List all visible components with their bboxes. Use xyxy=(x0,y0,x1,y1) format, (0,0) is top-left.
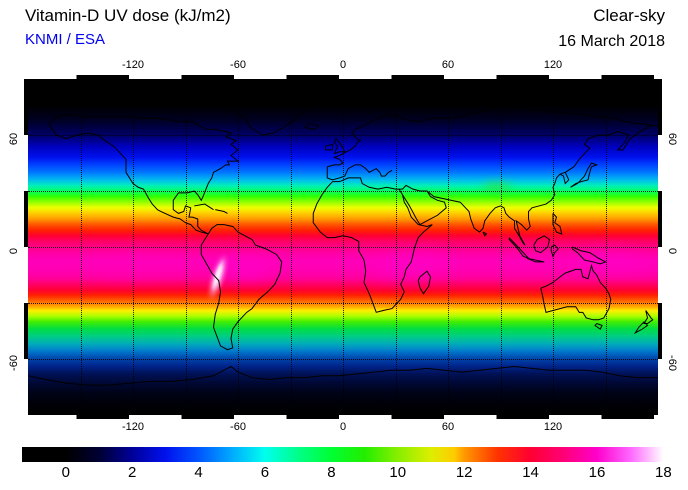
lat-tick-label: -60 xyxy=(8,355,20,371)
coastline-path xyxy=(334,139,345,154)
page-title: Vitamin-D UV dose (kJ/m2) xyxy=(25,6,231,25)
colorbar-tick-label: 4 xyxy=(194,464,203,481)
lat-tick-label: -60 xyxy=(666,355,678,371)
lon-tick-label: -60 xyxy=(230,59,246,71)
coastline-path xyxy=(327,165,392,180)
coastline-path xyxy=(194,204,213,210)
grid-line-horizontal xyxy=(28,135,658,136)
coastline-path xyxy=(595,324,602,330)
colorbar-tick-label: 12 xyxy=(455,464,473,481)
colorbar-tick-label: 2 xyxy=(128,464,137,481)
tibet-green xyxy=(477,179,517,195)
lon-tick-label: 0 xyxy=(339,59,347,71)
lon-tick-label: 60 xyxy=(441,421,455,433)
coastline-path xyxy=(527,258,545,262)
colorbar-tick-label: 16 xyxy=(588,464,606,481)
frame-border-left xyxy=(24,79,28,415)
lon-tick-label: 0 xyxy=(339,421,347,433)
coastline-path xyxy=(327,105,654,167)
lon-tick-label: 60 xyxy=(441,59,455,71)
lon-tick-label: 120 xyxy=(543,421,563,433)
colorbar xyxy=(22,447,666,462)
colorbar-tick-label: 10 xyxy=(389,464,407,481)
grid-line-horizontal xyxy=(28,247,658,248)
coastline-path xyxy=(215,210,227,214)
colorbar-tick-label: 14 xyxy=(522,464,539,481)
coastline-path xyxy=(418,271,430,293)
coastline-path xyxy=(551,245,558,256)
coastline-path xyxy=(305,124,319,130)
sky-condition-label: Clear-sky xyxy=(593,6,665,25)
source-credit: KNMI / ESA xyxy=(25,31,106,48)
coastline-path xyxy=(427,172,569,245)
grid-line-horizontal xyxy=(28,359,658,360)
coastline-path xyxy=(326,144,333,150)
coastline-path xyxy=(483,232,487,236)
coastline-path xyxy=(28,366,658,385)
date-label: 16 March 2018 xyxy=(558,33,665,50)
coastline-path xyxy=(313,178,432,312)
frame-border-top xyxy=(24,75,662,79)
lat-tick-label: 60 xyxy=(666,132,678,146)
header-right-block: Clear-sky 16 March 2018 xyxy=(558,6,665,51)
graticule-layer xyxy=(28,79,658,415)
frame-border-right xyxy=(658,79,662,415)
coastline-path xyxy=(571,163,597,187)
frame-border-bottom xyxy=(24,415,662,419)
coastline-path xyxy=(541,266,611,320)
colorbar-tick-label: 18 xyxy=(655,464,672,481)
coastlines-svg xyxy=(28,79,658,415)
coastline-path xyxy=(201,225,282,350)
longitude-axis-bottom: -120 -60 0 60 120 xyxy=(28,421,658,435)
coastline-path xyxy=(534,236,550,253)
coastline-path xyxy=(399,185,446,224)
lat-tick-label: 0 xyxy=(666,247,678,255)
lat-tick-label: 0 xyxy=(8,247,20,255)
coastline-path xyxy=(224,92,308,135)
lon-tick-label: -120 xyxy=(121,59,145,71)
lon-tick-label: -120 xyxy=(121,421,145,433)
coastline-path xyxy=(509,238,528,259)
colorbar-tick-label: 6 xyxy=(260,464,270,481)
lon-tick-label: 120 xyxy=(543,59,563,71)
coastline-path xyxy=(635,322,647,333)
colorbar-labels: 0 2 4 6 8 10 12 14 16 18 xyxy=(22,464,672,482)
grid-line-horizontal xyxy=(28,303,658,304)
lat-tick-label: 60 xyxy=(8,132,20,146)
grid-line-horizontal xyxy=(28,191,658,192)
colorbar-tick-label: 8 xyxy=(327,464,336,481)
coastline-path xyxy=(644,310,653,323)
coastline-path xyxy=(565,126,658,173)
world-uv-heatmap xyxy=(28,79,658,415)
lon-tick-label: -60 xyxy=(230,421,246,433)
colorbar-tick-label: 0 xyxy=(61,464,70,481)
coastline-path xyxy=(49,114,238,233)
coastline-path xyxy=(572,247,605,264)
heat-anomaly-layer xyxy=(28,79,658,415)
longitude-axis-top: -120 -60 0 60 120 xyxy=(28,59,658,73)
map-frame xyxy=(24,75,662,419)
